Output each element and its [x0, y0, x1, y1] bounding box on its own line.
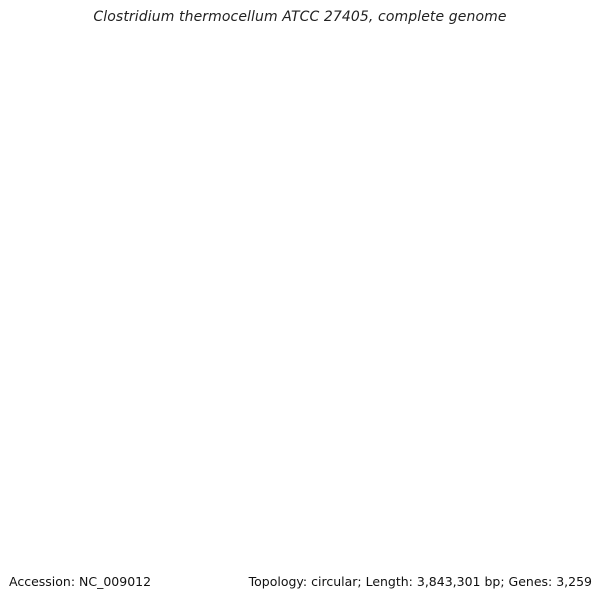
genome-summary: Topology: circular; Length: 3,843,301 bp… [248, 574, 592, 589]
map-title: Clostridium thermocellum ATCC 27405, com… [93, 9, 507, 25]
accession-label: Accession: NC_009012 [9, 574, 152, 589]
